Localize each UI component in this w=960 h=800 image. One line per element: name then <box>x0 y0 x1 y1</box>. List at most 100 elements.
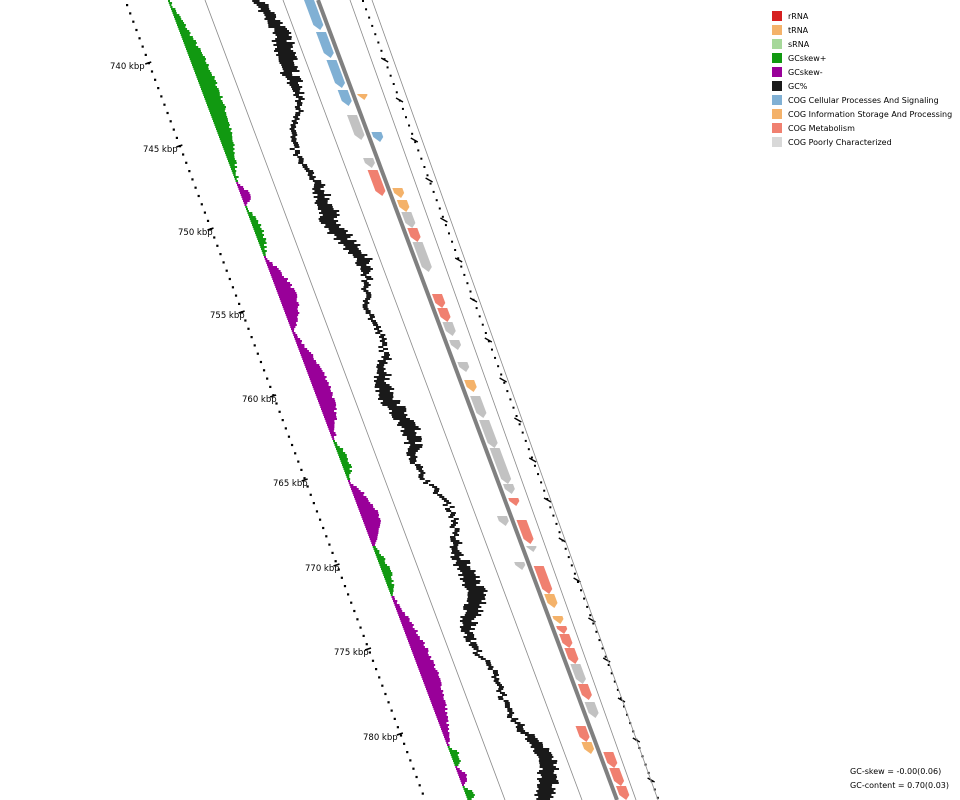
gc-bar <box>277 36 292 38</box>
gc-bar <box>416 468 423 470</box>
inner-tick <box>447 232 450 235</box>
gc-bar <box>360 274 367 276</box>
gc-bar <box>539 762 557 764</box>
gc-bar <box>452 532 458 534</box>
skew-bar <box>183 42 197 44</box>
skew-bar <box>345 472 351 474</box>
skew-bar <box>304 364 320 366</box>
gc-bar <box>377 368 386 370</box>
skew-bar <box>445 740 450 742</box>
skew-bar <box>422 678 441 680</box>
skew-bar <box>222 144 235 146</box>
gc-bar <box>275 34 289 36</box>
gc-bar <box>459 578 476 580</box>
scale-tick <box>253 344 256 347</box>
inner-tick <box>653 788 656 791</box>
gc-bar <box>406 452 416 454</box>
skew-bar <box>355 500 369 502</box>
gc-bar <box>286 82 299 84</box>
gc-bar <box>274 30 290 32</box>
skew-bar <box>247 212 253 214</box>
gc-bar <box>369 316 375 318</box>
skew-bar <box>300 354 314 356</box>
scale-tick <box>256 352 259 355</box>
scale-tick <box>403 742 406 745</box>
skew-bar <box>342 464 352 466</box>
scale-tick <box>362 634 365 637</box>
skew-bar <box>417 664 436 666</box>
skew-bar <box>203 94 220 96</box>
gc-bar <box>365 276 372 278</box>
inner-tick <box>362 0 364 2</box>
gc-bar <box>538 770 555 772</box>
gc-bar <box>527 736 536 738</box>
skew-bar <box>326 422 335 424</box>
inner-tick <box>368 16 371 19</box>
scale-tick <box>169 120 172 123</box>
skew-bar <box>329 430 334 432</box>
gc-bar <box>283 70 300 72</box>
gc-bar <box>494 678 500 680</box>
skew-bar <box>243 202 248 204</box>
skew-bar <box>351 490 361 492</box>
gc-bar <box>374 386 392 388</box>
skew-bar <box>168 0 170 2</box>
gc-bar <box>453 544 459 546</box>
skew-bar <box>172 12 177 14</box>
gc-bar <box>313 196 325 198</box>
scale-tick <box>356 618 359 621</box>
skew-bar <box>450 752 460 754</box>
gc-bar <box>454 534 460 536</box>
skew-bar <box>344 470 352 472</box>
gc-bar <box>406 436 422 438</box>
gc-skew-stat: GC-skew = -0.00(0.06) <box>850 767 942 776</box>
gc-bar <box>446 510 452 512</box>
gc-bar <box>410 456 418 458</box>
gc-bar <box>485 662 491 664</box>
inner-major-tick <box>395 97 404 103</box>
gc-bar <box>273 44 293 46</box>
skew-bar <box>243 200 250 202</box>
major-tick <box>364 647 372 651</box>
skew-bar <box>296 342 302 344</box>
skew-bar <box>441 728 450 730</box>
skew-bar <box>168 2 173 4</box>
gc-bar <box>468 602 487 604</box>
skew-bar <box>231 170 237 172</box>
skew-bar <box>407 638 420 640</box>
skew-bar <box>373 548 378 550</box>
scale-tick <box>259 360 263 364</box>
major-tick <box>145 61 152 65</box>
legend-item: tRNA <box>772 23 952 37</box>
inner-scale-ticks <box>362 0 659 799</box>
gc-bar <box>357 258 373 260</box>
inner-tick <box>423 166 426 168</box>
skew-bar <box>307 372 325 374</box>
gc-bar <box>449 546 458 548</box>
gc-bar <box>343 248 359 250</box>
scale-tick <box>228 277 231 281</box>
gc-bar <box>280 72 292 74</box>
skew-bar <box>215 126 230 128</box>
gc-bar <box>463 576 480 578</box>
skew-bar <box>174 18 182 20</box>
skew-bar <box>178 28 188 30</box>
gc-bar <box>373 324 379 326</box>
skew-bar <box>270 272 282 274</box>
gc-bar <box>295 100 301 102</box>
scale-tick <box>318 518 322 521</box>
skew-bar <box>397 612 405 614</box>
gc-bar <box>466 600 482 602</box>
skew-bar <box>421 676 440 678</box>
gc-bar <box>302 166 308 168</box>
gc-bar <box>478 656 484 658</box>
skew-bar <box>349 484 354 486</box>
gc-bar <box>282 68 297 70</box>
scale-tick <box>269 385 272 388</box>
skew-bar <box>465 792 474 794</box>
major-tick <box>176 144 183 148</box>
gc-bar <box>497 696 503 698</box>
skew-bar <box>458 774 467 776</box>
gc-bar <box>265 16 277 18</box>
gc-bar <box>537 784 553 786</box>
